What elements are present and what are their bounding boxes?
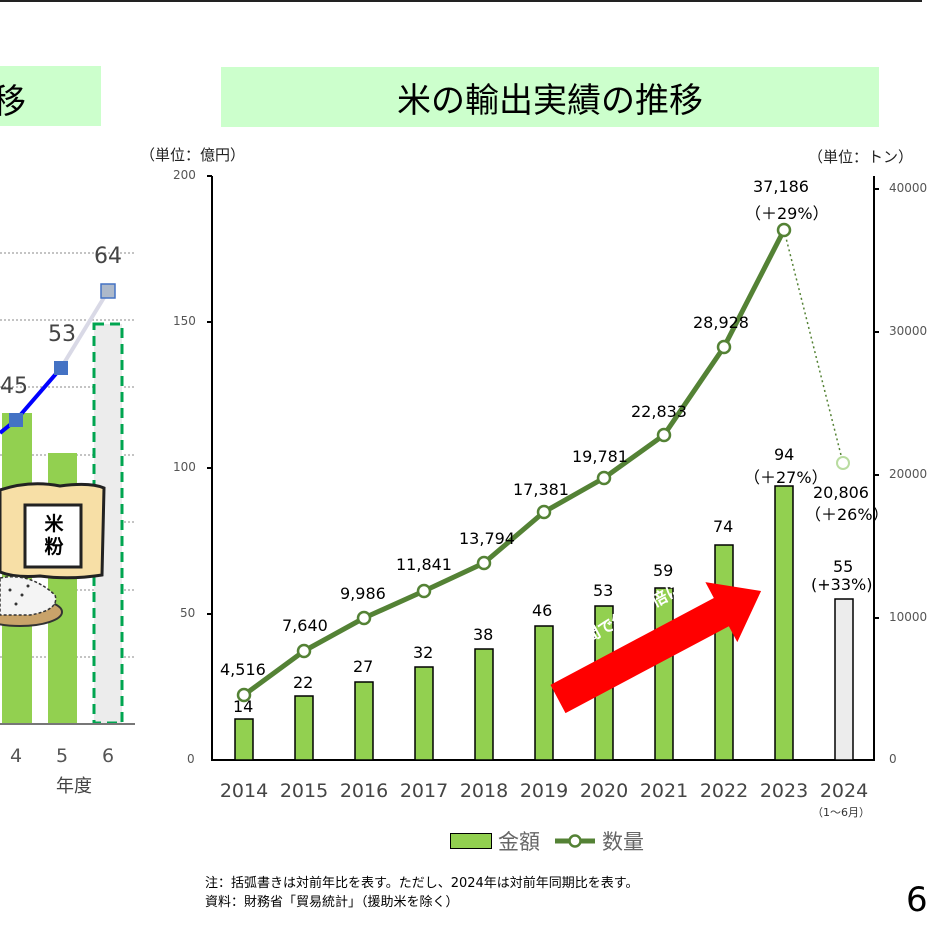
growth-arrow-icon <box>550 582 762 714</box>
note-line-1: 注：括弧書きは対前年比を表す。ただし、2024年は対前年同期比を表す。 <box>205 876 639 891</box>
bar-label-2020: 53 <box>593 581 614 600</box>
line-label-2018: 13,794 <box>459 529 515 548</box>
left-tick-200: 200 <box>173 168 196 182</box>
x-label-2017: 2017 <box>399 780 449 802</box>
bar-label-2021: 59 <box>653 561 674 580</box>
left-tick-100: 100 <box>173 460 196 474</box>
left-chart-title: 移 <box>0 82 26 122</box>
page-number: 6 <box>906 880 928 920</box>
x-label-2021: 2021 <box>639 780 689 802</box>
x-label-2022: 2022 <box>699 780 749 802</box>
legend-quantity-line-icon <box>555 834 595 848</box>
bar-label-2023-pct: （＋27%） <box>744 468 828 487</box>
bar-label-2015: 22 <box>293 673 314 692</box>
line-label-2016: 9,986 <box>340 584 386 603</box>
bar-label-2017: 32 <box>413 643 434 662</box>
line-label-2020: 19,781 <box>572 447 628 466</box>
top-rule <box>0 0 922 2</box>
right-tick-10000: 10000 <box>889 610 928 624</box>
legend-amount-swatch-icon <box>450 833 492 849</box>
bar-label-2018: 38 <box>473 625 494 644</box>
line-label-2015: 7,640 <box>282 616 328 635</box>
rice-flour-bag-icon <box>0 482 106 627</box>
right-axis-unit: （単位：トン） <box>808 148 914 166</box>
bar-label-2014: 14 <box>233 697 254 716</box>
bar-label-2016: 27 <box>353 657 374 676</box>
line-label-2021: 22,833 <box>631 402 687 421</box>
right-tick-40000: 40000 <box>889 181 928 195</box>
left-chart-plot <box>0 252 135 725</box>
x-label-2023: 2023 <box>759 780 809 802</box>
legend-amount-label: 金額 <box>498 830 540 854</box>
x-label-2014: 2014 <box>219 780 269 802</box>
left-tick-0: 0 <box>187 752 195 766</box>
line-label-2014: 4,516 <box>220 660 266 679</box>
bar-label-2024: 55 <box>833 557 854 576</box>
line-label-2024: 20,806 <box>813 483 869 502</box>
page-title-text: 米の輸出実績の推移 <box>397 80 703 121</box>
legend-quantity-label: 数量 <box>602 830 644 854</box>
bar-label-2022: 74 <box>713 517 734 536</box>
note-source: 資料：財務省「貿易統計」（援助米を除く） <box>205 895 459 910</box>
right-tick-30000: 30000 <box>889 324 928 338</box>
rice-flour-label: 米粉 <box>44 513 64 558</box>
line-label-2017: 11,841 <box>396 555 452 574</box>
x-label-2018: 2018 <box>459 780 509 802</box>
left-tick-50: 50 <box>180 606 196 620</box>
left-chart-title-box: 移 <box>0 66 101 126</box>
chart-legend: 金額 数量 <box>450 826 644 856</box>
x-label-2024: 2024 <box>819 780 869 802</box>
left-label-64: 64 <box>94 244 122 269</box>
line-label-2023: 37,186 <box>753 177 809 196</box>
left-axis-unit: （単位：億円） <box>140 146 246 164</box>
left-xtick-5: 5 <box>56 745 69 767</box>
right-tick-0: 0 <box>889 752 897 766</box>
x-label-2015: 2015 <box>279 780 329 802</box>
line-label-2019: 17,381 <box>513 480 569 499</box>
x-label-2019: 2019 <box>519 780 569 802</box>
x-label-2016: 2016 <box>339 780 389 802</box>
left-tick-150: 150 <box>173 314 196 328</box>
page-title: 米の輸出実績の推移 <box>221 67 879 127</box>
left-xtick-4: 4 <box>10 745 23 767</box>
rice-flour-illustration: 米粉 <box>0 480 106 630</box>
quantity-markers <box>236 222 792 703</box>
amount-bars <box>234 485 854 761</box>
x-label-2020: 2020 <box>579 780 629 802</box>
x-label-2024-note: （1～6月） <box>812 806 870 819</box>
line-label-2023-pct: （＋29%） <box>745 204 829 223</box>
bar-label-2023: 94 <box>774 445 795 464</box>
left-label-53: 53 <box>48 322 76 347</box>
line-label-2022: 28,928 <box>693 313 749 332</box>
bar-label-2024-pct: (+33%) <box>811 575 873 594</box>
left-x-axis-title: 年度 <box>56 776 92 797</box>
line-label-2024-pct: （＋26%） <box>805 505 889 524</box>
bar-label-2019: 46 <box>532 601 553 620</box>
right-tick-20000: 20000 <box>889 467 928 481</box>
left-label-45: 45 <box>0 374 28 399</box>
left-xtick-6: 6 <box>102 745 115 767</box>
